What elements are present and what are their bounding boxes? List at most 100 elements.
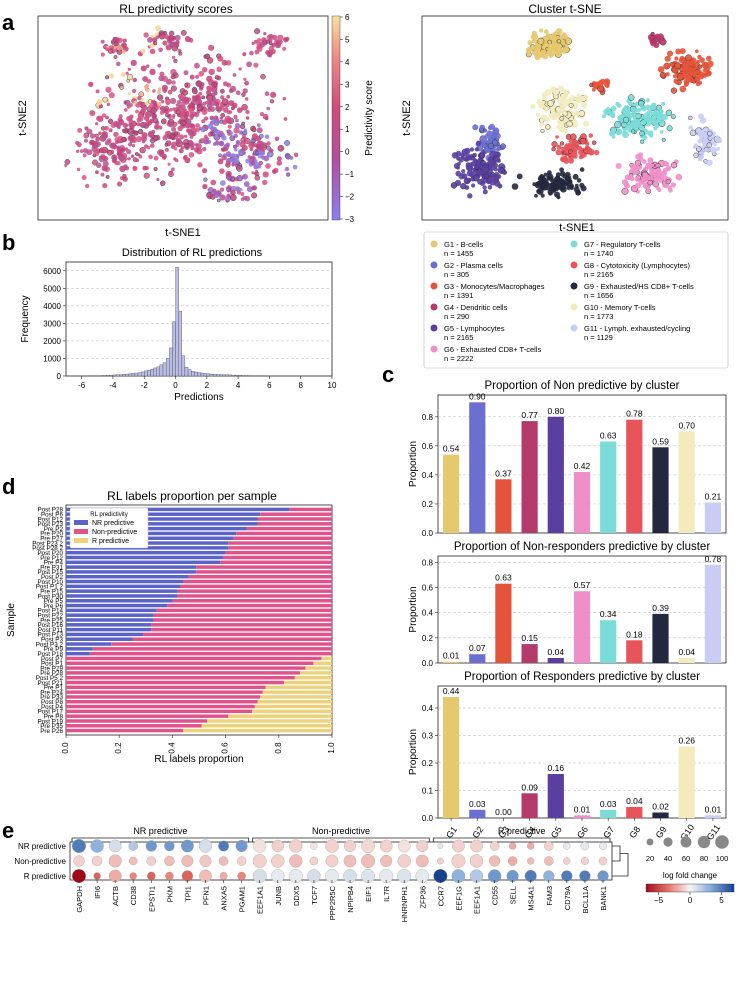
tsne-point [665,179,671,185]
tsne-point [672,74,677,79]
tsne-point [202,147,207,152]
tsne-point [550,86,557,93]
y-tick-label: 0.1 [422,787,434,796]
bar [600,441,617,533]
y-tick-label: 0 [57,372,62,381]
tsne-point [132,165,138,171]
dot [289,839,303,853]
tsne-point [232,73,237,77]
tsne-point [121,42,127,49]
tsne-point [460,183,467,190]
tsne-point [670,182,677,188]
tsne-point [695,60,700,64]
tsne-point [153,155,159,161]
tsne-point [93,150,100,157]
tsne-point [127,92,132,96]
hist-bar [100,375,104,377]
tsne-point [182,142,187,146]
tsne-point [153,41,158,46]
tsne-point [645,104,651,111]
tsne-point [568,158,574,164]
legend-swatch [570,282,578,290]
stacked-segment [284,680,332,685]
tsne-point [167,162,171,166]
legend-swatch [430,303,438,311]
dot [343,854,357,868]
bar [678,431,695,533]
sample-label: Pre P27 [40,536,63,543]
sample-label: Pre P26 [40,728,63,735]
bar [678,658,695,663]
tsne-point [171,126,177,132]
dot [164,840,175,852]
legend-label: NR predictive [92,520,134,527]
dot [181,855,194,867]
tsne-point [569,133,577,141]
tsne-point [175,103,179,107]
tsne-point [597,85,604,93]
tsne-point [564,44,569,48]
gene-label: NPIPB4 [346,886,355,913]
gene-label: PPP2R5C [328,885,337,920]
sample-label: Pre P31 [40,564,63,571]
legend-swatch [430,261,438,269]
data-label: 0.03 [469,799,486,809]
tsne-point [102,183,108,189]
tsne-point [704,64,711,72]
y-tick-label: 0.6 [422,442,434,451]
tsne-point [172,36,176,40]
hist-bar [134,372,139,377]
tsne-point [697,129,705,137]
tsne-point [187,129,194,137]
tsne-point [605,83,610,88]
gene-label: BCL11A [581,886,590,913]
tsne-point [694,76,701,83]
y-tick-label: 5000 [43,284,61,293]
tsne-point [538,52,543,56]
chart-title: Proportion of Non-responders predictive … [454,541,710,553]
dot [218,840,230,852]
tsne-point [551,146,556,152]
tsne-point [105,75,110,80]
tsne-point [253,39,258,44]
size-legend-dot [715,835,729,849]
dot [469,854,484,868]
tsne-point [649,104,657,111]
tsne-point [635,182,642,189]
y-tick-label: 0.0 [422,659,434,668]
tsne-point [603,108,610,116]
tsne-point [184,82,189,87]
legend-count: n = 1455 [444,249,473,258]
tsne-point [135,109,139,114]
sample-label: Pre P25 [40,617,63,624]
tsne-point [568,138,573,144]
tsne-point [530,104,536,110]
tsne-point [591,87,596,92]
stacked-segment [66,714,229,718]
tsne-point [229,85,237,93]
tsne-cluster-ylabel: t-SNE2 [401,100,413,135]
tsne-score-title: RL predictivity scores [119,2,233,16]
tsne-point [219,194,226,201]
tsne-point [100,147,105,153]
tsne-point [479,126,484,131]
tsne-point [164,98,172,105]
hist-bar [194,371,198,377]
hist-title: Distribution of RL predictions [122,247,263,259]
tsne-point [127,157,131,161]
tsne-point [588,133,594,138]
data-label: 0.70 [678,420,695,430]
sample-label: Pre P28 [40,670,63,677]
tsne-point [124,108,128,112]
tsne-point [143,32,149,38]
tsne-point [699,57,705,63]
stacked-segment [66,642,112,646]
tsne-point [610,113,616,119]
tsne-point [246,61,253,68]
tsne-point [125,147,129,151]
tsne-point [130,154,135,158]
bar [443,661,460,663]
data-label: 0.42 [574,461,591,471]
dot [73,855,85,867]
size-legend-label: 40 [664,854,672,863]
